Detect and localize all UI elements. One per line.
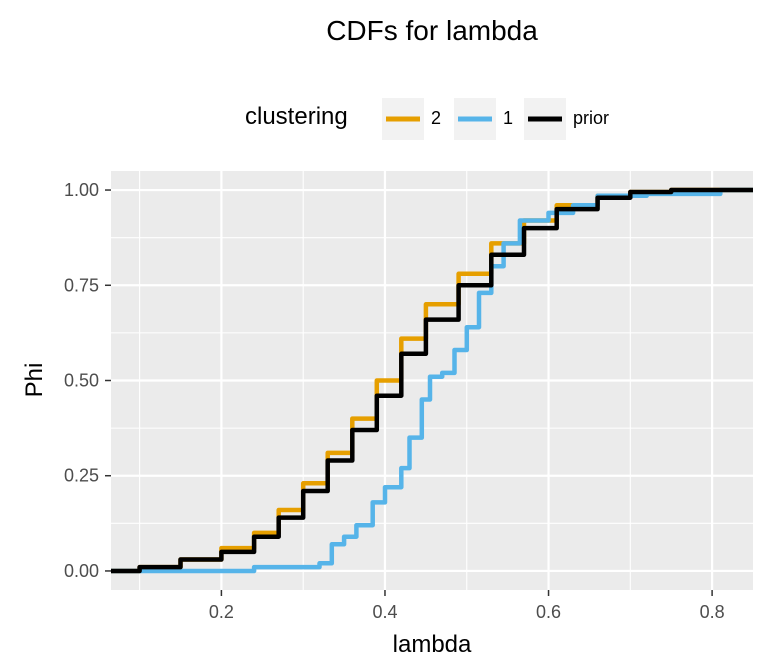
- legend-label-1: 1: [503, 108, 513, 128]
- y-axis-title: Phi: [21, 363, 48, 398]
- legend-item-1: 1: [454, 98, 513, 140]
- legend-item-prior: prior: [524, 98, 609, 140]
- y-tick-label-4: 1.00: [64, 180, 99, 200]
- x-tick-label-1: 0.4: [372, 602, 397, 622]
- legend-label-prior: prior: [573, 108, 609, 128]
- series-lines: [111, 187, 753, 574]
- x-tick-label-0: 0.2: [209, 602, 234, 622]
- y-tick-label-0: 0.00: [64, 561, 99, 581]
- x-tick-label-3: 0.8: [700, 602, 725, 622]
- legend-item-2: 2: [382, 98, 441, 140]
- y-axis: 0.00 0.25 0.50 0.75 1.00: [64, 180, 111, 581]
- y-tick-label-2: 0.50: [64, 371, 99, 391]
- legend-title: clustering: [245, 103, 348, 130]
- series-line-prior: [111, 187, 753, 574]
- legend-label-2: 2: [431, 108, 441, 128]
- x-tick-label-2: 0.6: [536, 602, 561, 622]
- chart-title: CDFs for lambda: [326, 15, 538, 46]
- x-axis-title: lambda: [393, 631, 472, 658]
- y-tick-label-3: 0.75: [64, 275, 99, 295]
- series-line-1: [111, 187, 753, 574]
- y-tick-label-1: 0.25: [64, 466, 99, 486]
- legend: clustering 2 1 prior: [245, 98, 609, 140]
- x-axis: 0.2 0.4 0.6 0.8: [209, 590, 725, 622]
